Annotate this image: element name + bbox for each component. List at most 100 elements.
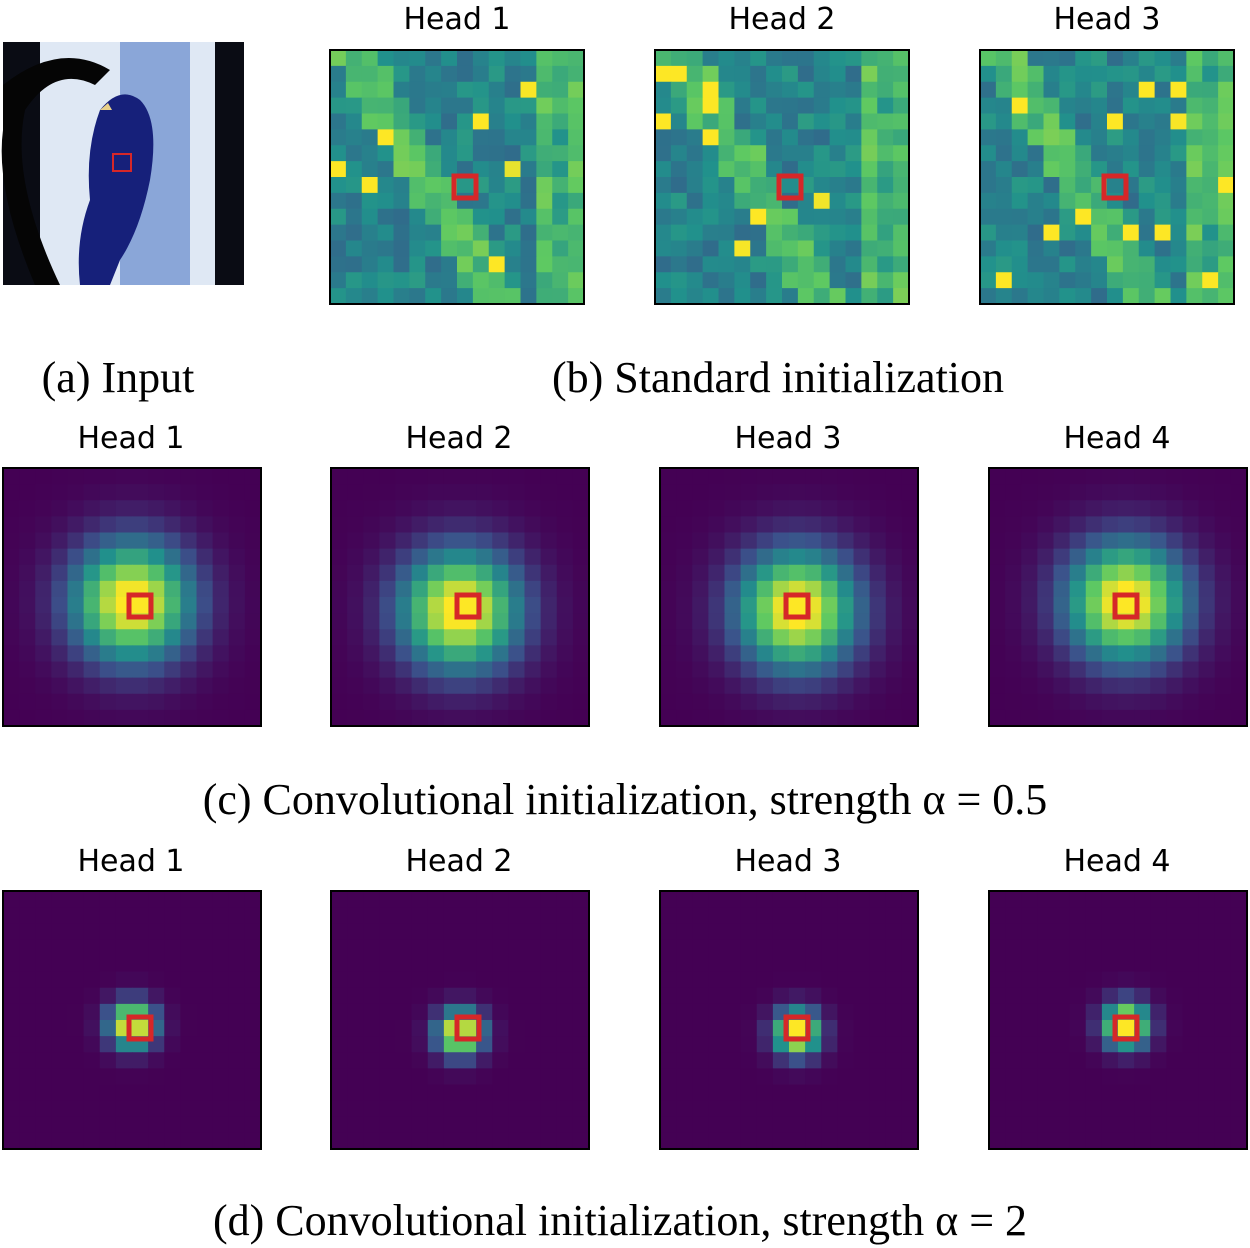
cell [1091, 208, 1108, 226]
cell [35, 1020, 52, 1037]
cell [692, 629, 709, 646]
cell [1069, 629, 1087, 646]
cell [708, 1068, 725, 1085]
cell [3, 891, 20, 908]
cell [427, 1052, 445, 1069]
cell [83, 484, 101, 501]
cell [425, 145, 442, 162]
cell [869, 1100, 887, 1118]
cell [1230, 693, 1248, 711]
cell [1214, 484, 1232, 501]
cell [740, 1052, 758, 1069]
cell [805, 564, 822, 582]
cell [552, 145, 569, 162]
cell [180, 613, 197, 630]
cell [845, 240, 862, 257]
cell [330, 145, 347, 162]
cell [347, 939, 364, 956]
cell [67, 971, 85, 989]
cell [989, 597, 1006, 614]
cell [228, 532, 246, 550]
cell [861, 50, 878, 67]
cell [393, 161, 410, 178]
cell [1021, 564, 1038, 582]
cell [756, 548, 774, 566]
cell [363, 500, 380, 517]
cell [556, 939, 574, 956]
cell [115, 891, 133, 908]
cell [756, 661, 774, 679]
cell [115, 564, 133, 582]
cell [1218, 240, 1235, 257]
cell [1182, 1068, 1200, 1085]
cell [1069, 1132, 1087, 1150]
cell [3, 1036, 20, 1053]
cell [524, 468, 542, 485]
cell [1069, 939, 1087, 956]
cell [379, 516, 396, 533]
cell [789, 971, 806, 989]
cell [115, 1084, 133, 1102]
cell [524, 891, 542, 908]
cell [345, 129, 363, 146]
cell [724, 548, 742, 566]
cell [164, 677, 181, 695]
cell [782, 50, 799, 67]
cell [19, 955, 36, 973]
cell [702, 129, 719, 146]
cell [1069, 516, 1087, 533]
cell [361, 50, 379, 67]
cell [347, 1084, 364, 1102]
cell [427, 709, 445, 727]
cell [1107, 177, 1124, 194]
cell [1214, 907, 1232, 924]
cell [1166, 1068, 1183, 1085]
cell [536, 65, 553, 83]
cell [740, 891, 758, 908]
cell [718, 50, 735, 67]
cell [196, 468, 214, 485]
cell [655, 224, 672, 241]
cell [552, 65, 569, 83]
cell [395, 1100, 413, 1118]
cell [164, 500, 181, 517]
cell [476, 1132, 493, 1150]
cell [83, 1100, 101, 1118]
cell [520, 224, 537, 241]
cell [115, 1100, 133, 1118]
cell [1150, 629, 1167, 646]
cell [821, 1100, 838, 1118]
cell [1069, 907, 1087, 924]
cell [885, 645, 903, 662]
cell [115, 484, 133, 501]
cell [395, 1036, 413, 1053]
cell [1182, 629, 1200, 646]
cell [1027, 97, 1044, 114]
cell [115, 709, 133, 727]
cell [845, 161, 862, 178]
cell [472, 256, 490, 273]
cell [492, 1068, 509, 1085]
cell [425, 256, 442, 273]
cell [885, 971, 903, 989]
cell [655, 97, 672, 114]
cell [331, 693, 348, 711]
cell [508, 1020, 525, 1037]
cell [853, 1100, 871, 1118]
cell [1134, 1132, 1151, 1150]
cell [492, 597, 509, 614]
cell [869, 1084, 887, 1102]
cell [692, 1036, 709, 1053]
cell [1214, 971, 1232, 989]
cell [885, 1132, 903, 1150]
cell [524, 923, 542, 940]
cell [1011, 161, 1029, 178]
cell [425, 224, 442, 241]
cell [51, 1100, 68, 1118]
cell [1101, 1100, 1119, 1118]
cell [1166, 580, 1183, 598]
cell [228, 677, 246, 695]
cell [443, 661, 461, 679]
cell [877, 50, 894, 67]
cell [845, 113, 862, 130]
